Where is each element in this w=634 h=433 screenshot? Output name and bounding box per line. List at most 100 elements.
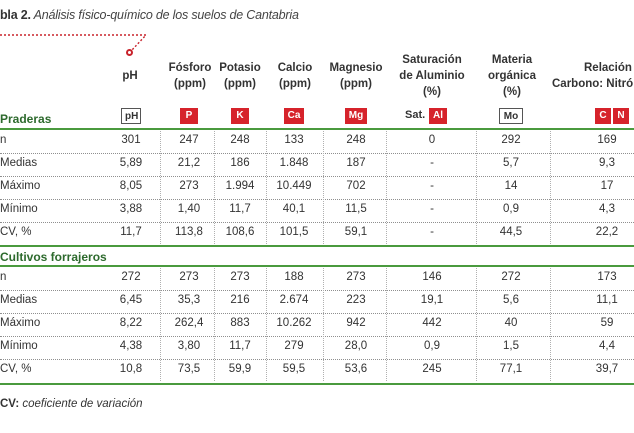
table-cell: 101,5: [279, 226, 309, 238]
table-cell: 1,5: [503, 340, 519, 352]
row-separator: [0, 176, 634, 177]
table-cell: 59: [600, 317, 614, 329]
table-cell: 40,1: [282, 203, 306, 215]
column-separator: [386, 268, 387, 381]
table-cell: 39,7: [595, 363, 619, 375]
header-magnesio: Magnesio (ppm): [329, 62, 383, 90]
table-cell: 59,9: [228, 363, 252, 375]
symbol-al: Al: [429, 108, 447, 124]
table-caption: bla 2. Análisis físico-químico de los su…: [0, 8, 299, 22]
table-cell: 14: [504, 180, 518, 192]
row-separator: [0, 199, 634, 200]
table-cell: 1,40: [177, 203, 201, 215]
table-cell: 11,1: [596, 294, 618, 306]
symbol-p: P: [180, 108, 198, 124]
footnote-text: coeficiente de variación: [19, 398, 143, 410]
table-cell: 273: [179, 180, 199, 192]
symbol-ph: pH: [121, 108, 141, 124]
header-potasio: Potasio (ppm): [219, 62, 261, 90]
table-cell: 44,5: [499, 226, 523, 238]
section-divider: [0, 128, 634, 130]
table-cell: 273: [346, 271, 366, 283]
table-cell: 4,38: [119, 340, 143, 352]
table-cell: 245: [422, 363, 442, 375]
column-separator: [476, 268, 477, 381]
table-row: Mínimo 4,38 3,80 11,7 279 28,0 0,9 1,5 4,4: [0, 337, 634, 358]
header-calcio: Calcio (ppm): [277, 62, 313, 90]
row-stat-label: n: [0, 271, 7, 283]
symbol-mo: Mo: [499, 108, 523, 124]
table-cell: 188: [284, 271, 304, 283]
header-materia: Materia orgánica (%): [488, 54, 536, 98]
section-divider: [0, 245, 634, 247]
symbol-mg: Mg: [345, 108, 367, 124]
table-cell: 0,9: [424, 340, 440, 352]
table-cell: 59,5: [282, 363, 306, 375]
table-cell: 8,22: [119, 317, 143, 329]
table-cell: 73,5: [177, 363, 201, 375]
row-stat-label: n: [0, 134, 7, 146]
column-separator: [323, 131, 324, 244]
column-separator: [550, 268, 551, 381]
table-cell: 113,8: [175, 226, 203, 238]
table-cell: 0,9: [503, 203, 519, 215]
table-cell: 10.449: [276, 180, 312, 192]
table-cell: -: [430, 180, 434, 192]
table-cell: 1.848: [279, 157, 309, 169]
table-cell: 22,2: [595, 226, 619, 238]
table-cell: 11,7: [120, 226, 142, 238]
symbol-sat-label: Sat.: [405, 109, 426, 121]
table-cell: 169: [597, 134, 617, 146]
row-stat-label: CV, %: [0, 363, 32, 375]
table-cell: 273: [230, 271, 250, 283]
table-row: n 301 247 248 133 248 0 292 169: [0, 131, 634, 152]
table-cell: 248: [346, 134, 366, 146]
table-cell: 442: [422, 317, 442, 329]
table-cell: 272: [121, 271, 141, 283]
row-stat-label: Medias: [0, 157, 38, 169]
table-bottom-rule: [0, 383, 634, 385]
column-separator: [214, 131, 215, 244]
row-stat-label: Mínimo: [0, 340, 38, 352]
column-separator: [323, 268, 324, 381]
row-separator: [0, 290, 634, 291]
table-cell: -: [430, 203, 434, 215]
table-cell: 108,6: [225, 226, 255, 238]
table-cell: 3,88: [119, 203, 143, 215]
column-separator: [266, 268, 267, 381]
table-cell: 247: [179, 134, 199, 146]
column-separator: [476, 131, 477, 244]
table-cell: 0: [428, 134, 436, 146]
table-cell: 248: [230, 134, 250, 146]
table-cell: 301: [121, 134, 141, 146]
table-cell: 17: [600, 180, 614, 192]
row-stat-label: Medias: [0, 294, 38, 306]
table-cell: 11,7: [229, 340, 251, 352]
table-cell: 2.674: [279, 294, 309, 306]
table-cell: 146: [422, 271, 442, 283]
table-row: Máximo 8,22 262,4 883 10.262 942 442 40 59: [0, 314, 634, 335]
table-cell: 292: [501, 134, 521, 146]
table-cell: 216: [230, 294, 250, 306]
table-cell: 4,4: [599, 340, 615, 352]
table-cell: 19,1: [420, 294, 444, 306]
caption-leader-line: [0, 34, 148, 51]
table-cell: 133: [284, 134, 304, 146]
table-cell: 173: [597, 271, 617, 283]
table-cell: 77,1: [499, 363, 523, 375]
table-cell: 702: [346, 180, 366, 192]
column-separator: [266, 131, 267, 244]
symbol-row: pH P K Ca Mg Sat. Al Mo C N: [0, 106, 634, 126]
table-cell: 21,2: [177, 157, 201, 169]
table-cell: 3,80: [177, 340, 201, 352]
row-separator: [0, 359, 634, 360]
table-row: n 272 273 273 188 273 146 272 173: [0, 268, 634, 289]
table-cell: 272: [501, 271, 521, 283]
row-separator: [0, 336, 634, 337]
table-cell: 6,45: [119, 294, 143, 306]
table-cell: -: [430, 226, 434, 238]
row-separator: [0, 313, 634, 314]
table-cell: 53,6: [344, 363, 368, 375]
header-relacion: Relación Carbono: Nitró: [552, 62, 634, 90]
column-separator: [214, 268, 215, 381]
